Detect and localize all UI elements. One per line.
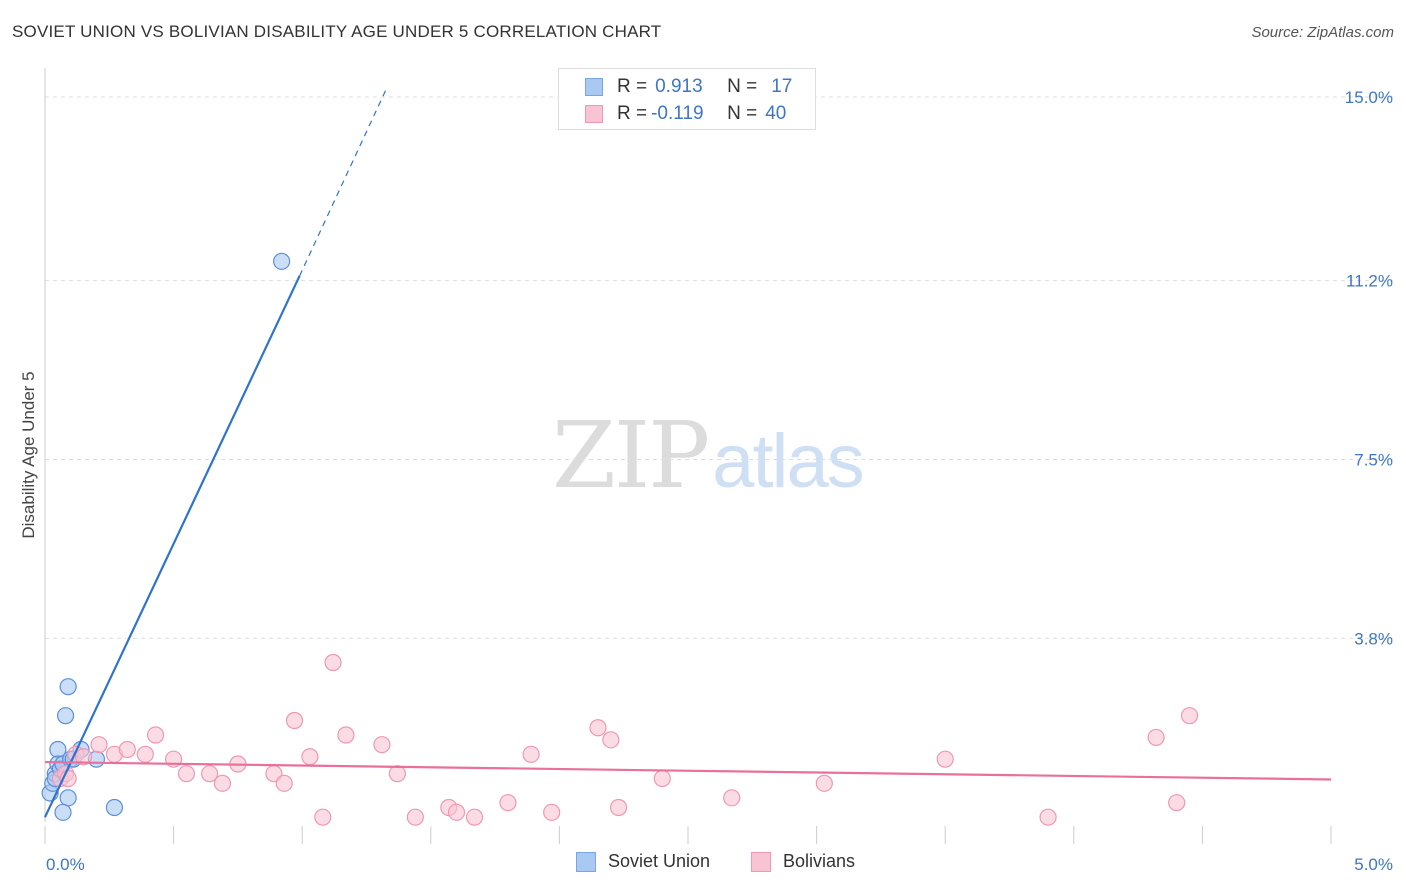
x-tick-label: 5.0% (1354, 855, 1393, 874)
data-point-bolivians (723, 789, 741, 807)
data-point-bolivians (90, 736, 108, 754)
legend-swatch-bolivians (585, 105, 603, 123)
y-tick-label: 7.5% (1354, 451, 1393, 470)
data-point-bolivians (177, 765, 196, 783)
legend-n-label: N = (727, 76, 758, 97)
data-point-bolivians (522, 745, 540, 763)
legend-n-label: N = (727, 103, 758, 124)
watermark-zip: ZIP (552, 402, 710, 509)
data-point-soviet-union (105, 798, 124, 817)
data-point-bolivians (543, 803, 561, 821)
legend-r-value: -0.119 (651, 103, 704, 124)
legend-label-bolivians: Bolivians (783, 851, 856, 871)
x-tick-label: 0.0% (46, 855, 85, 874)
watermark: ZIPatlas (552, 402, 865, 509)
y-tick-label: 3.8% (1354, 629, 1393, 648)
data-point-bolivians (936, 750, 954, 768)
correlation-legend: R = 0.913 N = 17 R = -0.119 N = 40 (558, 68, 816, 130)
data-point-soviet-union (56, 707, 75, 725)
data-point-bolivians (602, 731, 620, 749)
trend-line-soviet-union (44, 275, 301, 818)
y-tick-label: 11.2% (1346, 272, 1393, 291)
data-point-bolivians (136, 745, 154, 763)
y-axis-label: Disability Age Under 5 (19, 371, 38, 538)
data-point-bolivians (388, 765, 406, 783)
data-point-bolivians (324, 653, 342, 672)
data-point-soviet-union (54, 803, 72, 821)
data-point-bolivians (1168, 794, 1186, 812)
data-point-bolivians (653, 769, 671, 788)
legend-swatch-soviet-union (576, 851, 596, 872)
data-point-soviet-union (59, 678, 77, 696)
legend-n-value: 40 (765, 103, 787, 124)
data-point-bolivians (589, 719, 607, 737)
legend-item-soviet-union: Soviet Union (576, 851, 710, 872)
legend-r-value: 0.913 (655, 76, 703, 97)
data-point-soviet-union (59, 789, 77, 807)
y-tick-label: 15.0% (1345, 88, 1393, 107)
legend-swatch-soviet-union (585, 78, 603, 96)
data-point-bolivians (1180, 707, 1199, 725)
data-point-bolivians (275, 774, 293, 792)
legend-row-soviet-union: R = 0.913 N = 17 (585, 74, 792, 100)
data-point-bolivians (499, 794, 517, 812)
data-point-bolivians (146, 726, 165, 744)
legend-r-label: R = (617, 103, 648, 124)
data-point-bolivians (301, 748, 319, 766)
legend-n-value: 17 (771, 76, 793, 97)
data-point-bolivians (337, 726, 355, 744)
legend-row-bolivians: R = -0.119 N = 40 (585, 101, 786, 127)
data-point-bolivians (118, 740, 136, 759)
data-point-bolivians (815, 774, 833, 792)
legend-item-bolivians: Bolivians (751, 851, 855, 872)
legend-swatch-bolivians (751, 851, 771, 872)
data-point-bolivians (609, 798, 628, 817)
data-point-bolivians (406, 808, 424, 826)
source-label: Source: ZipAtlas.com (1251, 24, 1394, 41)
chart-title: SOVIET UNION VS BOLIVIAN DISABILITY AGE … (12, 22, 662, 41)
data-point-bolivians (373, 736, 391, 754)
data-point-bolivians (201, 765, 219, 783)
watermark-atlas: atlas (712, 419, 865, 504)
trend-line-bolivians (44, 760, 1332, 781)
legend-label-soviet-union: Soviet Union (608, 851, 711, 871)
trend-line-soviet-union-extension (299, 87, 388, 277)
data-point-bolivians (74, 748, 93, 766)
data-point-bolivians (314, 808, 332, 826)
data-point-bolivians (285, 711, 304, 730)
legend-r-label: R = (617, 76, 648, 97)
data-point-bolivians (465, 808, 484, 826)
data-point-bolivians (213, 774, 232, 792)
data-point-bolivians (1039, 808, 1057, 826)
data-point-bolivians (447, 803, 466, 821)
data-point-bolivians (1147, 728, 1165, 747)
series-legend: Soviet Union Bolivians (0, 851, 1406, 879)
data-point-soviet-union (273, 252, 291, 270)
